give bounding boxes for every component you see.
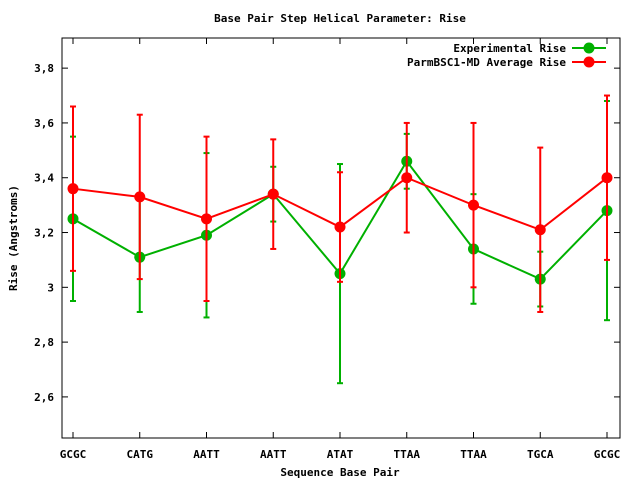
x-tick-label: AATT [193, 448, 220, 461]
x-tick-label: AATT [260, 448, 287, 461]
y-tick-label: 2,6 [34, 391, 54, 404]
legend-marker [583, 56, 595, 68]
legend-label: Experimental Rise [453, 42, 566, 55]
data-point [267, 188, 279, 200]
x-axis-label: Sequence Base Pair [280, 466, 400, 479]
x-tick-label: TTAA [394, 448, 421, 461]
chart-title: Base Pair Step Helical Parameter: Rise [214, 12, 466, 25]
x-tick-label: GCGC [60, 448, 87, 461]
legend-marker [583, 42, 595, 54]
y-tick-label: 3,6 [34, 117, 54, 130]
series-parmbsc1 [67, 94, 613, 313]
data-point [134, 191, 146, 203]
legend-label: ParmBSC1-MD Average Rise [407, 56, 566, 69]
data-point [468, 199, 479, 211]
data-point [334, 221, 346, 233]
data-point [601, 172, 613, 184]
y-tick-label: 2,8 [34, 336, 54, 349]
data-point [201, 213, 212, 225]
x-tick-label: GCGC [594, 448, 621, 461]
plot-area-border [61, 37, 621, 439]
y-axis-label: Rise (Angstroms) [7, 185, 20, 291]
y-tick-label: 3,4 [34, 172, 54, 185]
x-tick-label: TGCA [527, 448, 554, 461]
data-point [401, 172, 413, 184]
data-point [67, 183, 79, 195]
y-tick-label: 3,8 [34, 62, 54, 75]
x-tick-label: ATAT [327, 448, 354, 461]
x-tick-label: CATG [127, 448, 154, 461]
x-tick-label: TTAA [460, 448, 487, 461]
y-tick-label: 3 [47, 281, 54, 294]
y-tick-label: 3,2 [34, 227, 54, 240]
data-point [534, 224, 546, 236]
